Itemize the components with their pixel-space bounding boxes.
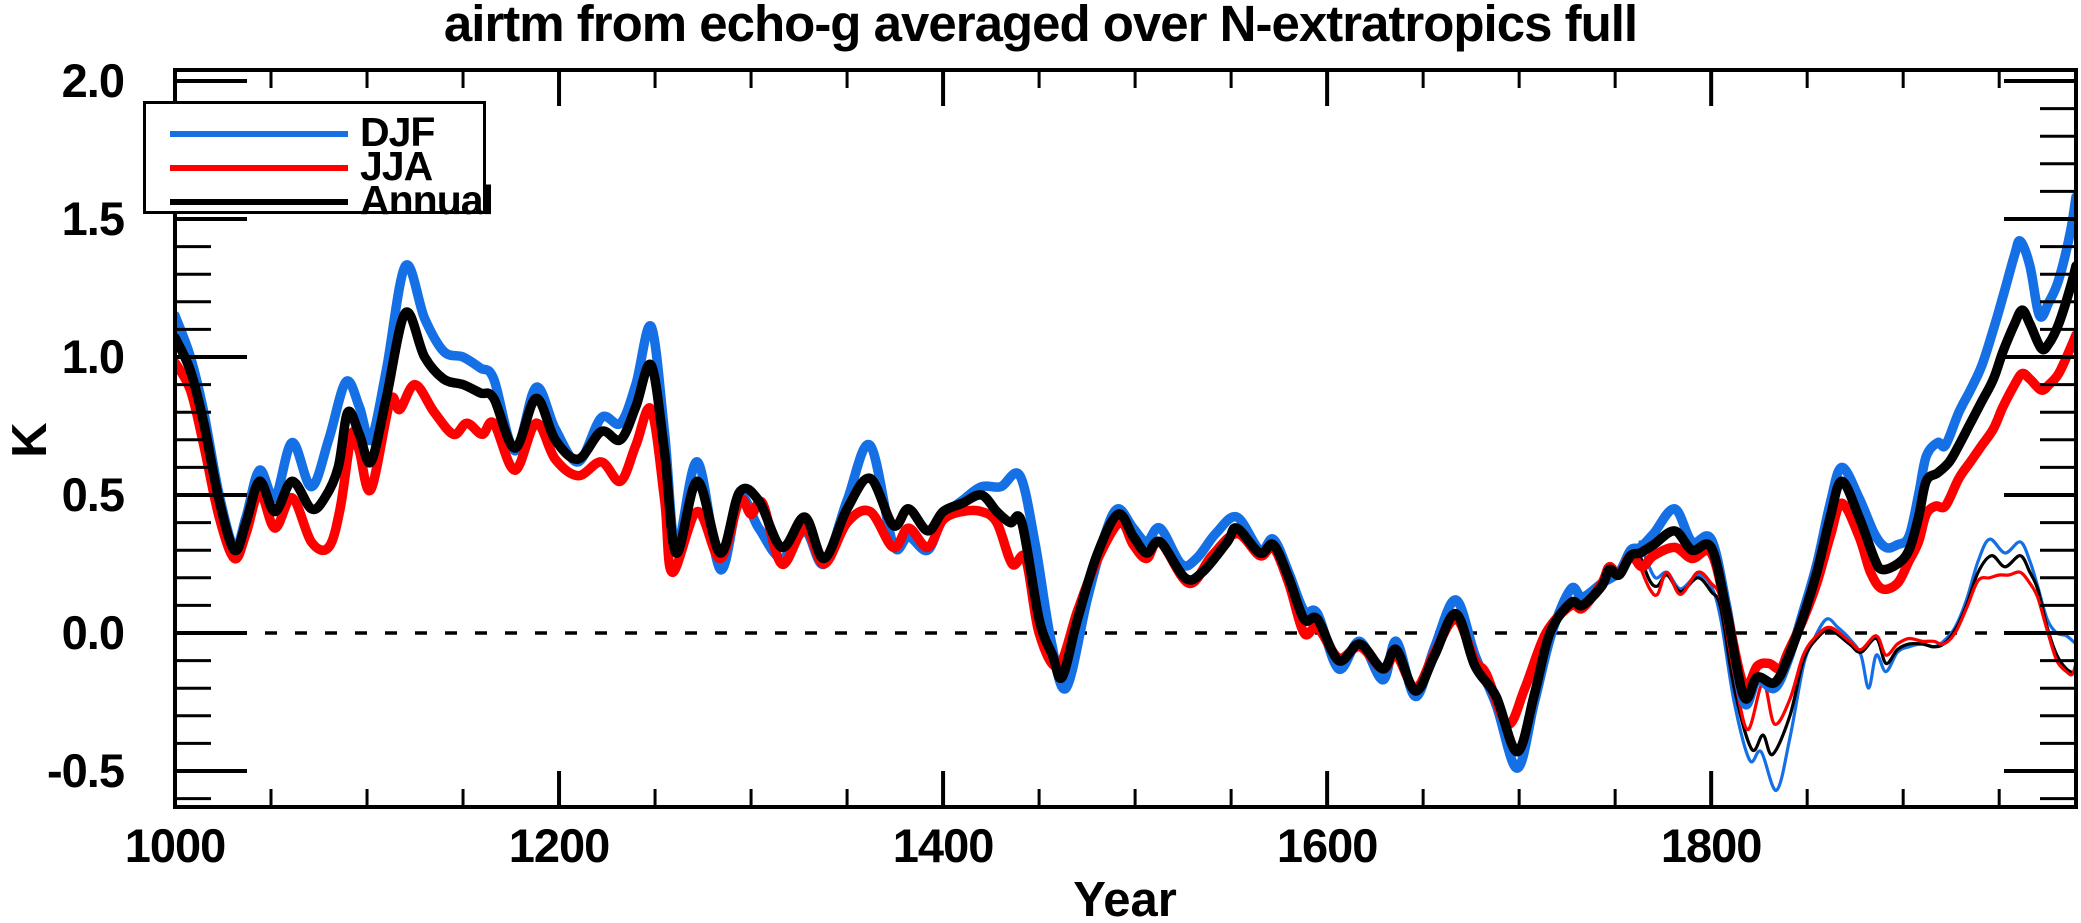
- legend-item-jja: JJA: [146, 146, 483, 187]
- series-annual-line: [173, 261, 2078, 757]
- legend-item-djf: DJF: [146, 112, 483, 153]
- legend-line-swatch-annual: [170, 199, 348, 205]
- y-tick-label-1.5: 1.5: [61, 192, 125, 245]
- y-tick-label-0.5: 0.5: [61, 468, 125, 521]
- x-tick-label-1200: 1200: [508, 819, 611, 872]
- legend-label-jja: JJA: [360, 143, 433, 189]
- x-tick-label-1600: 1600: [1276, 819, 1379, 872]
- legend-line-swatch-djf: [170, 131, 348, 137]
- series-jja-thin-line: [1638, 565, 2078, 732]
- legend-label-djf: DJF: [360, 109, 435, 155]
- y-tick-label-2.0: 2.0: [61, 54, 125, 107]
- y-tick-label-0.0: 0.0: [61, 606, 125, 659]
- legend-line-swatch-jja: [170, 165, 348, 171]
- series-annual-thin-line: [1638, 554, 2078, 757]
- x-tick-label-1800: 1800: [1660, 819, 1763, 872]
- legend: DJF JJA Annual: [143, 101, 494, 221]
- x-axis-title: Year: [1073, 873, 1177, 923]
- legend-label-annual: Annual: [360, 177, 494, 223]
- legend-item-annual: Annual: [146, 180, 494, 221]
- chart-title: airtm from echo-g averaged over N-extrat…: [443, 0, 1638, 52]
- x-tick-label-1400: 1400: [892, 819, 995, 872]
- series-djf-line: [173, 192, 2078, 773]
- y-tick-label--0.5: -0.5: [47, 744, 125, 797]
- x-tick-label-1000: 1000: [124, 819, 227, 872]
- y-tick-label-1.0: 1.0: [61, 330, 125, 383]
